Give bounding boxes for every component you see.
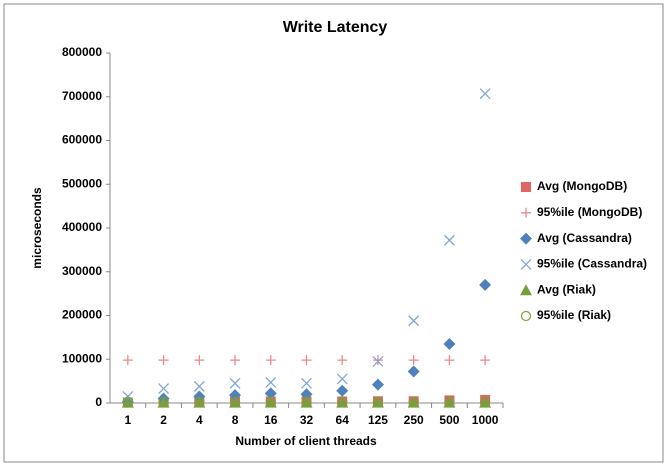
data-point (193, 390, 206, 403)
x-tick-label: 16 (264, 413, 278, 427)
y-tick-label: 200000 (62, 308, 102, 322)
data-point (301, 377, 312, 389)
data-point (337, 396, 348, 407)
legend-label: 95%ile (MongoDB) (537, 205, 642, 219)
y-tick-label: 0 (95, 395, 102, 409)
data-point (479, 88, 491, 100)
y-tick-label: 600000 (62, 133, 102, 147)
data-point (407, 365, 420, 378)
y-tick-label: 100000 (62, 351, 102, 365)
x-tick-label: 32 (300, 413, 314, 427)
data-point (443, 234, 455, 246)
data-point (408, 396, 419, 407)
data-point (229, 377, 241, 389)
x-axis-title: Number of client threads (235, 434, 377, 448)
legend-label: 95%ile (Cassandra) (537, 257, 647, 271)
data-point (444, 355, 455, 366)
data-point (122, 390, 134, 402)
legend-label: Avg (MongoDB) (537, 179, 627, 193)
x-tick-label: 64 (336, 413, 350, 427)
data-point (371, 378, 384, 391)
data-point (337, 355, 348, 366)
x-tick-label: 8 (232, 413, 239, 427)
data-point (336, 373, 348, 385)
x-tick-label: 250 (404, 413, 424, 427)
legend-label: 95%ile (Riak) (537, 308, 611, 322)
legend-label: Avg (Riak) (537, 282, 596, 296)
x-tick-label: 500 (439, 413, 459, 427)
data-point (265, 355, 276, 366)
data-point (229, 396, 241, 407)
data-point (408, 315, 420, 327)
data-point (444, 396, 455, 407)
data-point (122, 355, 133, 366)
data-point (372, 355, 384, 367)
y-axis-title: microseconds (30, 187, 44, 269)
data-point (158, 383, 170, 395)
y-tick-label: 400000 (62, 220, 102, 234)
legend-marker (520, 310, 532, 322)
legend-label: Avg (Cassandra) (537, 231, 632, 245)
legend-marker (520, 232, 532, 245)
y-tick-label: 800000 (62, 45, 102, 59)
data-point (301, 396, 312, 407)
chart-frame (3, 3, 664, 463)
data-point (301, 355, 312, 366)
y-tick-label: 300000 (62, 264, 102, 278)
data-point (265, 376, 277, 388)
data-point (194, 355, 205, 366)
data-point (372, 355, 383, 366)
y-tick-label: 500000 (62, 176, 102, 190)
data-point (372, 396, 384, 407)
legend-marker (520, 284, 532, 296)
data-point (122, 396, 133, 407)
data-point (443, 337, 456, 350)
chart-title: Write Latency (283, 19, 388, 36)
data-point (194, 396, 205, 407)
legend-marker (520, 258, 532, 270)
data-point (193, 380, 205, 392)
x-tick-label: 2 (160, 413, 167, 427)
x-tick-label: 4 (196, 413, 203, 427)
data-point (300, 388, 313, 401)
y-tick-label: 700000 (62, 89, 102, 103)
data-point (336, 384, 349, 397)
legend-marker (521, 182, 531, 192)
data-point (408, 355, 419, 366)
data-point (158, 355, 169, 366)
data-point (264, 387, 277, 400)
data-point (158, 396, 169, 407)
data-point (480, 396, 491, 407)
legend-marker (521, 207, 531, 218)
data-point (265, 396, 276, 407)
data-point (480, 355, 491, 366)
x-tick-label: 1000 (472, 413, 499, 427)
x-tick-label: 125 (368, 413, 388, 427)
data-point (230, 355, 241, 366)
data-point (479, 278, 492, 291)
x-tick-label: 1 (125, 413, 132, 427)
